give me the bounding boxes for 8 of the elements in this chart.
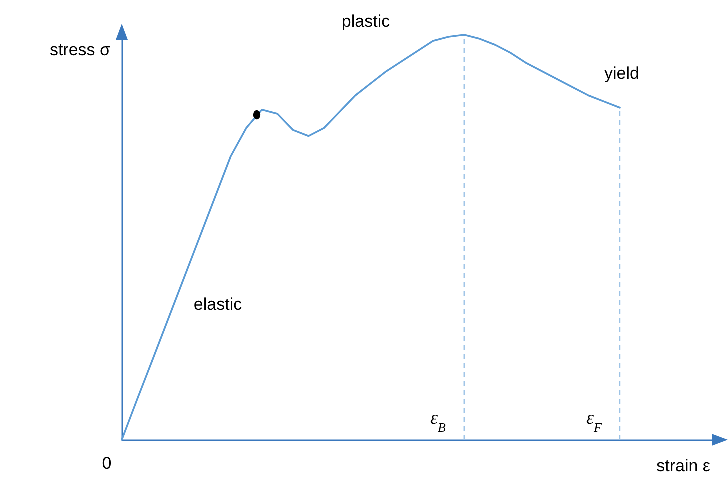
annotation: ε$_{F}$ — [586, 408, 604, 434]
annotation: ε$_{B}$ — [430, 408, 446, 434]
y-axis-title: stress σ — [50, 40, 111, 60]
x-axis-title: strain ε — [656, 456, 711, 476]
annotation: elastic — [194, 295, 243, 314]
text: 0 — [102, 454, 112, 473]
annotation: yield — [604, 64, 640, 83]
text: plastic — [342, 12, 391, 31]
